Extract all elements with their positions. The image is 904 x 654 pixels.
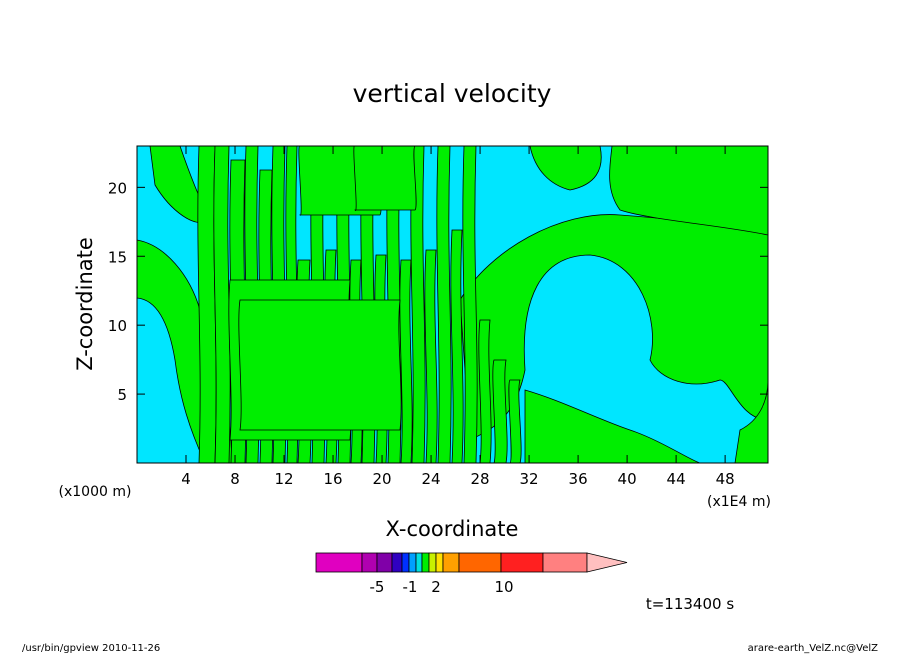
positive-region-right-arch — [459, 214, 768, 441]
colorbar — [315, 552, 628, 573]
positive-stripe — [424, 249, 438, 463]
colorbar-tick-label: -1 — [403, 578, 418, 596]
colorbar-tick-label: -5 — [370, 578, 385, 596]
positive-stripe — [492, 359, 508, 463]
positive-stripe — [436, 146, 452, 463]
y-tick-label: 15 — [108, 248, 127, 266]
colorbar-segment — [415, 552, 423, 573]
y-unit-note: (x1000 m) — [59, 484, 132, 500]
x-tick-label: 48 — [716, 470, 735, 488]
y-axis: 5 10 15 20 — [108, 179, 768, 404]
footer-left: /usr/bin/gpview 2010-11-26 — [22, 643, 160, 654]
x-tick-label: 4 — [181, 470, 191, 488]
positive-stripe — [508, 379, 522, 463]
colorbar-segment — [442, 552, 460, 573]
x-tick-label: 28 — [471, 470, 490, 488]
positive-velocity-stripes — [197, 146, 522, 463]
x-tick-label: 20 — [373, 470, 392, 488]
positive-stripe — [213, 146, 231, 463]
x-tick-label: 12 — [274, 470, 293, 488]
x-tick-label: 36 — [569, 470, 588, 488]
positive-region-bottom-right — [524, 389, 701, 463]
colorbar-segment — [401, 552, 410, 573]
footer-right: arare-earth_VelZ.nc@VelZ — [748, 643, 879, 654]
y-tick-label: 20 — [108, 179, 127, 197]
colorbar-segment — [408, 552, 417, 573]
positive-stripe — [478, 319, 492, 463]
time-label: t=113400 s — [646, 595, 734, 613]
positive-region-top-right — [609, 146, 768, 236]
x-tick-label: 40 — [618, 470, 637, 488]
positive-region-bottom-edge-right — [734, 379, 768, 463]
colorbar-tick-label: 10 — [494, 578, 513, 596]
colorbar-segment — [500, 552, 544, 573]
x-axis: 4 8 12 16 20 24 28 32 36 40 44 48 — [181, 146, 735, 488]
x-tick-label: 16 — [323, 470, 342, 488]
colorbar-segment — [421, 552, 430, 573]
x-axis-label: X-coordinate — [386, 517, 519, 541]
colorbar-segment — [391, 552, 403, 573]
colorbar-segment — [435, 552, 444, 573]
positive-stripe — [462, 146, 478, 463]
plot-area — [137, 146, 768, 463]
positive-stripe — [410, 146, 426, 463]
positive-stripe — [197, 146, 217, 463]
colorbar-extend-arrow — [586, 552, 628, 573]
x-tick-label: 8 — [230, 470, 240, 488]
positive-stripe — [238, 299, 402, 431]
chart-title: vertical velocity — [353, 79, 552, 108]
colorbar-segment — [428, 552, 437, 573]
x-unit-note: (x1E4 m) — [707, 494, 771, 510]
colorbar-tick-label: 2 — [431, 578, 441, 596]
positive-stripe — [353, 146, 417, 211]
x-tick-label: 32 — [520, 470, 539, 488]
x-tick-label: 24 — [422, 470, 441, 488]
positive-stripe — [450, 229, 464, 463]
plot-frame — [136, 145, 769, 464]
colorbar-segment — [376, 552, 393, 573]
y-tick-label: 5 — [117, 386, 127, 404]
positive-stripe — [399, 259, 413, 463]
colorbar-tick-labels: -5 -1 2 10 — [370, 578, 514, 596]
x-tick-label: 44 — [667, 470, 686, 488]
colorbar-segment — [315, 552, 363, 573]
colorbar-segment — [361, 552, 378, 573]
colorbar-segment — [542, 552, 588, 573]
y-tick-label: 10 — [108, 317, 127, 335]
positive-region-top-middle — [529, 146, 602, 191]
y-axis-label: Z-coordinate — [73, 237, 97, 371]
colorbar-segment — [458, 552, 502, 573]
